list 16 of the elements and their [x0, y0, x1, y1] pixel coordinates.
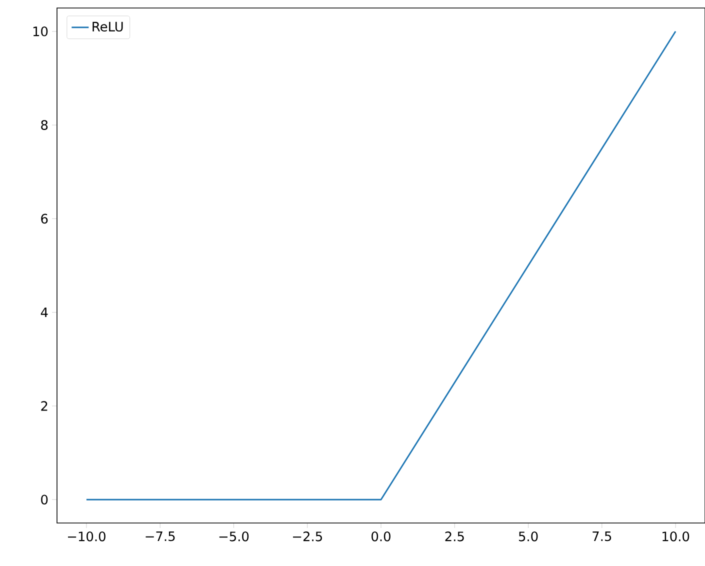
x-tick-label: 10.0 — [662, 532, 690, 542]
y-tick-label: 0 — [41, 494, 48, 504]
y-tick-label: 6 — [41, 214, 48, 224]
x-tick-label: −7.5 — [146, 532, 175, 542]
x-tick-label: −2.5 — [293, 532, 322, 542]
x-tick-label: 2.5 — [445, 532, 464, 542]
y-tick-label: 4 — [40, 308, 48, 318]
y-tick-label: 10 — [33, 26, 48, 36]
y-tick-label: 8 — [41, 120, 48, 130]
x-tick-label: 5.0 — [518, 532, 538, 542]
legend-label: ReLU — [92, 22, 123, 32]
y-tick-label: 2 — [41, 401, 48, 411]
x-tick-label: −5.0 — [219, 532, 249, 542]
x-tick-label: −10.0 — [68, 532, 106, 542]
x-tick-label: 7.5 — [592, 532, 612, 542]
x-tick-label: 0.0 — [372, 532, 390, 542]
